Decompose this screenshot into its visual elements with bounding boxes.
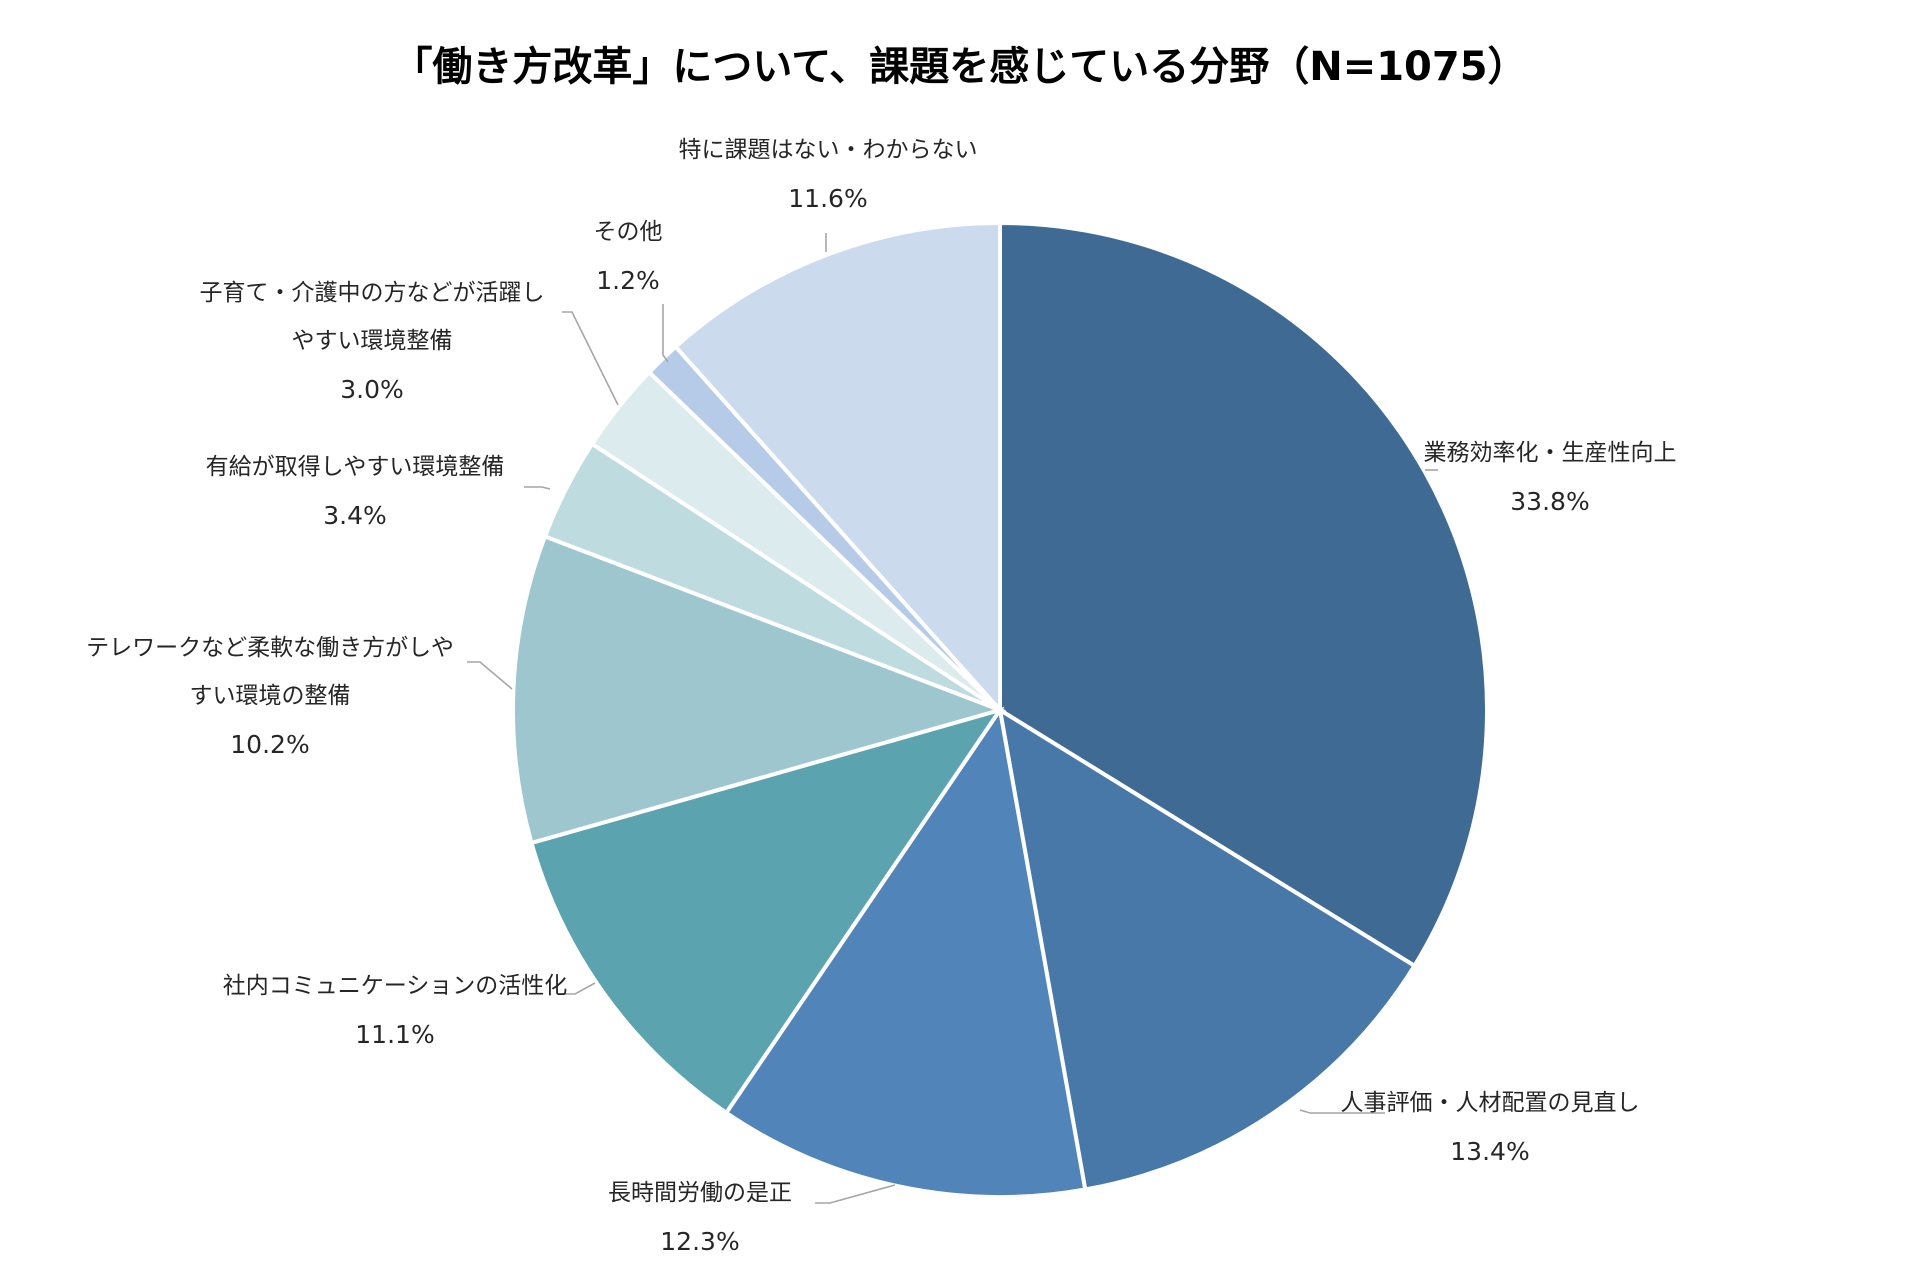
slice-label: やすい環境整備 (292, 328, 453, 354)
slice-value-label: 33.8% (1510, 487, 1589, 516)
leader-line (662, 304, 669, 363)
leader-line (562, 311, 619, 406)
leader-lines (467, 233, 1438, 1204)
slice-value-label: 3.0% (340, 375, 404, 404)
slice-label: 業務効率化・生産性向上 (1424, 440, 1677, 466)
slice-label: 子育て・介護中の方などが活躍し (200, 280, 545, 306)
slice-label: 特に課題はない・わからない (679, 137, 978, 163)
pie-slice (723, 704, 1088, 1199)
slice-labels: 業務効率化・生産性向上 33.8% 人事評価・人材配置の見直し 13.4% 長時間労働の… (86, 137, 1676, 1256)
leader-line (467, 661, 513, 690)
slice-value-label: 1.2% (596, 266, 660, 295)
slice-label: 長時間労働の是正 (608, 1180, 792, 1206)
slice-value-label: 11.6% (788, 184, 867, 213)
pie-slice (997, 705, 1418, 1192)
pie-slice (511, 533, 1007, 846)
slice-label: 社内コミュニケーションの活性化 (223, 973, 568, 999)
slice-label: テレワークなど柔軟な働き方がしや (86, 635, 454, 661)
slice-label: 有給が取得しやすい環境整備 (206, 454, 505, 480)
slice-value-label: 11.1% (355, 1020, 434, 1049)
slice-label: すい環境の整備 (190, 683, 351, 709)
slice-value-label: 10.2% (230, 730, 309, 759)
slice-value-label: 3.4% (323, 501, 387, 530)
slice-label: その他 (594, 219, 663, 245)
slice-value-label: 12.3% (660, 1227, 739, 1256)
leader-line (1299, 1109, 1385, 1114)
leader-line (524, 486, 551, 490)
pie-slices (511, 220, 1489, 1199)
pie-slice (998, 220, 1489, 969)
chart-title: 「働き方改革」について、課題を感じている分野（N=1075） (392, 44, 1527, 90)
leader-line (815, 1184, 896, 1204)
pie-slice (672, 220, 1002, 716)
leader-line (560, 982, 596, 995)
slice-label: 人事評価・人材配置の見直し (1341, 1090, 1640, 1116)
slice-value-label: 13.4% (1450, 1137, 1529, 1166)
